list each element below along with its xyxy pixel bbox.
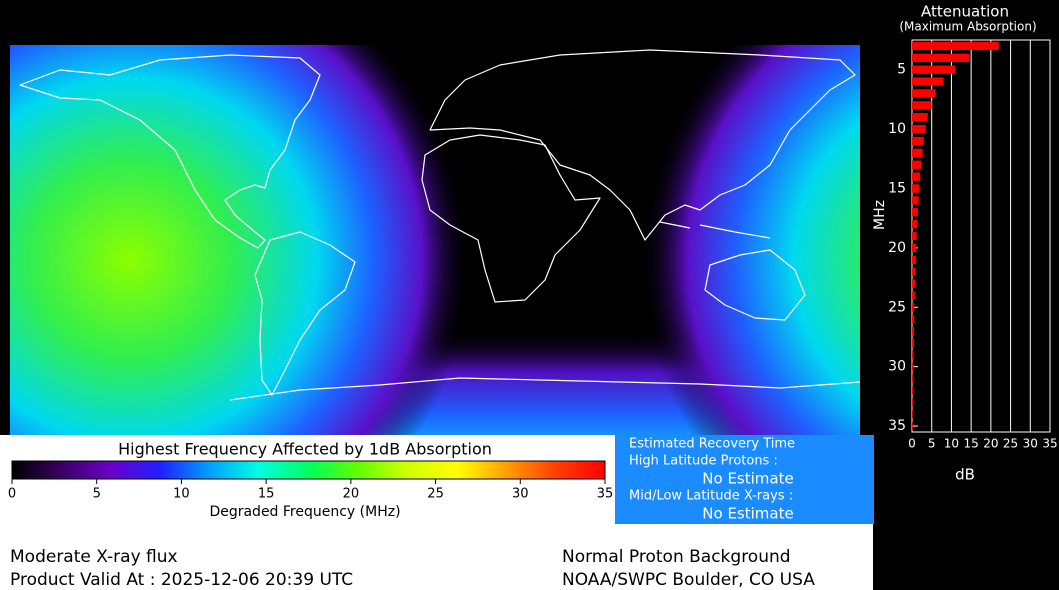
- x-tick-label: 35: [1042, 437, 1057, 451]
- bar: [912, 136, 924, 146]
- recovery-low-label: Mid/Low Latitude X-rays :: [629, 489, 793, 504]
- bar: [912, 231, 917, 241]
- bar: [912, 219, 918, 229]
- y-tick-label: 15: [888, 180, 906, 196]
- y-tick-label: 35: [888, 418, 906, 434]
- colorbar-tick-label: 15: [258, 487, 275, 502]
- colorbar-label: Degraded Frequency (MHz): [209, 504, 400, 520]
- bar: [912, 398, 914, 407]
- bar: [912, 338, 914, 348]
- bar: [912, 350, 914, 359]
- chart-subtitle: (Maximum Absorption): [899, 20, 1036, 34]
- y-tick-label: 10: [888, 121, 906, 137]
- plot-area: [911, 39, 1051, 433]
- colorbar-tick-label: 0: [8, 487, 16, 502]
- bar: [912, 148, 923, 158]
- colorbar-tick-label: 10: [173, 487, 190, 502]
- bar: [912, 243, 917, 253]
- xray-status: Moderate X-ray flux: [10, 547, 178, 567]
- x-tick-label: 25: [1003, 437, 1018, 451]
- bar: [912, 113, 928, 122]
- recovery-title: Estimated Recovery Time: [629, 437, 795, 452]
- bar: [912, 124, 926, 134]
- bar: [912, 208, 918, 217]
- colorbar: Highest Frequency Affected by 1dB Absorp…: [8, 440, 613, 521]
- bar: [912, 374, 914, 383]
- bar: [912, 421, 913, 431]
- bar: [912, 314, 915, 324]
- bar: [912, 196, 919, 205]
- recovery-box: [615, 435, 874, 524]
- y-tick-label: 30: [888, 359, 906, 375]
- x-tick-label: 5: [928, 437, 936, 451]
- colorbar-title: Highest Frequency Affected by 1dB Absorp…: [118, 440, 492, 459]
- bar: [912, 184, 920, 193]
- recovery-high-value: No Estimate: [702, 470, 793, 488]
- recovery-low-value: No Estimate: [702, 505, 793, 523]
- colorbar-tick-label: 30: [512, 487, 529, 502]
- bar: [912, 65, 956, 74]
- x-tick-label: 0: [908, 437, 916, 451]
- y-tick-label: 20: [888, 240, 906, 256]
- source: NOAA/SWPC Boulder, CO USA: [562, 570, 815, 590]
- bar: [912, 101, 932, 110]
- y-tick-label: 25: [888, 299, 906, 315]
- x-tick-label: 20: [983, 437, 998, 451]
- bar: [912, 410, 913, 419]
- x-tick-label: 15: [964, 437, 979, 451]
- bar: [912, 255, 916, 264]
- x-tick-label: 30: [1023, 437, 1038, 451]
- proton-status: Normal Proton Background: [562, 547, 791, 567]
- y-tick-label: 5: [897, 62, 906, 78]
- bar: [912, 303, 915, 312]
- x-tick-label: 10: [944, 437, 959, 451]
- colorbar-tick-label: 25: [427, 487, 444, 502]
- colorbar-scale: [11, 460, 606, 480]
- valid-time: Product Valid At : 2025-12-06 20:39 UTC: [10, 570, 353, 590]
- colorbar-tick-label: 5: [93, 487, 101, 502]
- map-day-region: [10, 45, 470, 435]
- chart-title: Attenuation: [921, 3, 1009, 21]
- bar: [912, 53, 970, 62]
- y-axis-label: MHz: [872, 200, 888, 230]
- x-axis-label: dB: [955, 466, 975, 484]
- bar: [912, 362, 914, 371]
- colorbar-tick-label: 35: [597, 487, 614, 502]
- attenuation-chart: Attenuation (Maximum Absorption) dB MHz …: [872, 3, 1058, 484]
- bar: [912, 41, 999, 51]
- bar: [912, 172, 921, 181]
- bar: [912, 160, 922, 169]
- bar: [912, 386, 914, 395]
- bar: [912, 326, 914, 336]
- bar: [912, 89, 936, 98]
- colorbar-tick-label: 20: [343, 487, 360, 502]
- bar: [912, 279, 916, 288]
- bar: [912, 77, 944, 86]
- coastlines: [19, 49, 860, 401]
- bar: [912, 267, 916, 276]
- map-day-region-wrap: [640, 45, 860, 435]
- bar: [912, 291, 915, 300]
- recovery-high-label: High Latitude Protons :: [629, 454, 778, 469]
